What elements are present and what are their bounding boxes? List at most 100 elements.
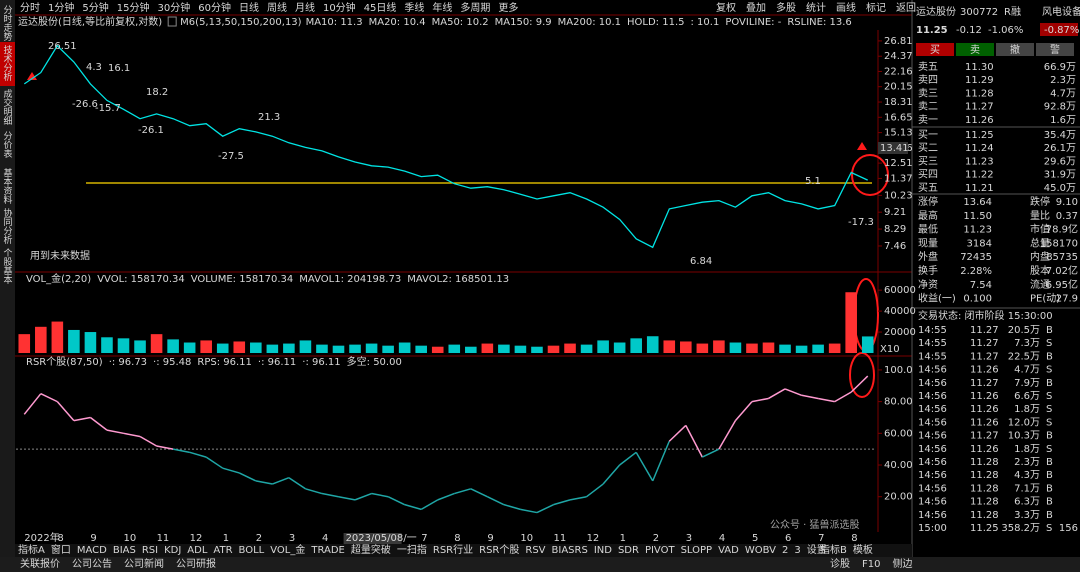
volume-bar [51,321,64,353]
rsr-segment [569,495,587,501]
indicator-tab[interactable]: RSI [142,545,158,556]
y-tick-label: 80.00 [884,397,913,408]
volume-bar [597,340,609,353]
indicator-tab[interactable]: VOL_金 [270,543,305,556]
x-tick-label: 10 [124,533,137,544]
x-tick-label: 2 [653,533,659,544]
indicator-tab[interactable]: 3 [794,545,800,556]
trade-button[interactable] [1036,43,1074,56]
stat-label: PE(动) [1030,293,1060,305]
status-link[interactable]: 公司公告 [72,557,112,570]
status-link[interactable]: 侧边 [892,557,912,570]
indicator-tab[interactable]: 一扫指 [397,543,427,556]
indicator-tab[interactable]: RSV [525,545,545,556]
indicator-tab[interactable]: SDR [618,545,639,556]
period-tab[interactable]: 更多 [498,1,518,14]
indicator-tab[interactable]: SLOPP [681,545,713,556]
rsr-header: RSR个股(87,50) [26,356,103,368]
indicator-tab[interactable]: ATR [213,545,232,556]
indicator-tab[interactable]: RSR个股 [479,544,519,556]
rsr-segment [238,472,257,482]
x-tick-label: 2023/05/08/一 [346,533,417,544]
rsr-segment [321,492,339,498]
side-tab[interactable]: 技术分析 [2,44,13,82]
indicator-tab[interactable]: 设置 [807,544,827,556]
period-tab[interactable]: 15分钟 [117,1,150,14]
indicator-tab[interactable]: IND [594,545,612,556]
volume-bar [283,343,295,353]
tool-button[interactable]: 叠加 [746,2,766,14]
trade-button-label[interactable]: 撤 [1010,43,1020,56]
indicator-tab[interactable]: KDJ [164,545,181,556]
indicator-tab[interactable]: ADL [187,545,208,556]
stat-label: 现量 [918,237,938,249]
side-tab[interactable]: 成交明细 [2,88,13,125]
indicator-tab[interactable]: VAD [718,545,739,556]
side-tab[interactable]: 基本资料 [2,167,13,205]
rsr-segment [768,388,786,400]
stat-label: 净资 [918,278,938,291]
side-tab[interactable]: 分时走势 [2,5,13,42]
indicator-tab[interactable]: RSR行业 [433,543,473,556]
indicator-value: MA20: 10.4 [369,17,426,28]
trade-button-label[interactable]: 警 [1050,43,1060,56]
period-tab[interactable]: 5分钟 [82,1,108,14]
y-tick-label: 40000 [884,306,916,317]
indicator-tab[interactable]: 窗口 [51,543,71,556]
period-tab[interactable]: 周线 [267,1,287,14]
side-tab[interactable]: 个股基本 [2,248,13,285]
tool-button[interactable]: 返回 [896,2,916,14]
indicator-tab[interactable]: BIAS [113,545,136,556]
indicator-tab[interactable]: MACD [77,545,107,556]
indicator-tab[interactable]: 超量突破 [351,543,391,556]
period-tab[interactable]: 多周期 [460,1,490,14]
side-tab[interactable]: 协同分析 [2,207,13,245]
period-tab[interactable]: 月线 [295,1,315,14]
indicator-tab[interactable]: 模板 [853,543,873,556]
period-tab[interactable]: 30分钟 [157,1,190,14]
trade-volume: 10.3万 [1008,431,1040,442]
tool-button[interactable]: 画线 [836,1,856,14]
indicator-tab[interactable]: BIASRS [552,545,588,556]
trade-price: 11.26 [970,417,999,428]
book-volume: 2.3万 [1050,75,1076,86]
status-link[interactable]: F10 [862,559,880,570]
period-tab[interactable]: 10分钟 [323,1,356,14]
indicator-tab[interactable]: 指标B [820,543,847,556]
period-tab[interactable]: 年线 [432,1,452,14]
side-tab[interactable]: 分价表 [2,131,13,159]
indicator-tab[interactable]: TRADE [310,545,345,556]
period-tab[interactable]: 日线 [239,1,259,14]
trade-button[interactable] [996,43,1034,56]
rsr-segment [536,503,554,514]
period-tab[interactable]: 季线 [404,1,424,14]
tool-button[interactable]: 多股 [776,1,796,14]
trade-button[interactable] [956,43,994,56]
indicator-tab[interactable]: PIVOT [645,545,676,556]
indicator-tab[interactable]: BOLL [239,545,265,556]
stat-value: 72435 [960,252,992,263]
indicator-tab[interactable]: 指标A [18,543,45,556]
status-link[interactable]: 公司新闻 [124,557,164,570]
trade-button-label[interactable]: 卖 [970,44,980,56]
trade-volume: 4.7万 [1014,365,1040,376]
status-link[interactable]: 公司研报 [176,557,216,570]
period-tab[interactable]: 60分钟 [198,1,231,14]
period-tab[interactable]: 1分钟 [48,1,74,14]
status-link[interactable]: 关联报价 [20,557,60,570]
period-tab[interactable]: 分时 [20,2,40,14]
indicator-tab[interactable]: 2 [782,545,788,556]
trade-side: S [1046,523,1052,534]
trade-button[interactable] [916,43,954,56]
period-tab[interactable]: 45日线 [364,1,397,14]
sector-name[interactable]: 风电设备 [1042,5,1080,18]
tool-button[interactable]: 标记 [866,2,886,14]
trade-button-label[interactable]: 买 [930,44,940,56]
tool-button[interactable]: 复权 [716,1,736,14]
trade-volume: 358.2万 [1001,523,1040,534]
tool-button[interactable]: 统计 [806,1,826,14]
stat-label: 收益(一) [918,292,956,305]
indicator-tab[interactable]: WOBV [745,545,776,556]
status-link[interactable]: 诊股 [830,557,850,570]
price-annotation: -26.6 [72,99,98,110]
